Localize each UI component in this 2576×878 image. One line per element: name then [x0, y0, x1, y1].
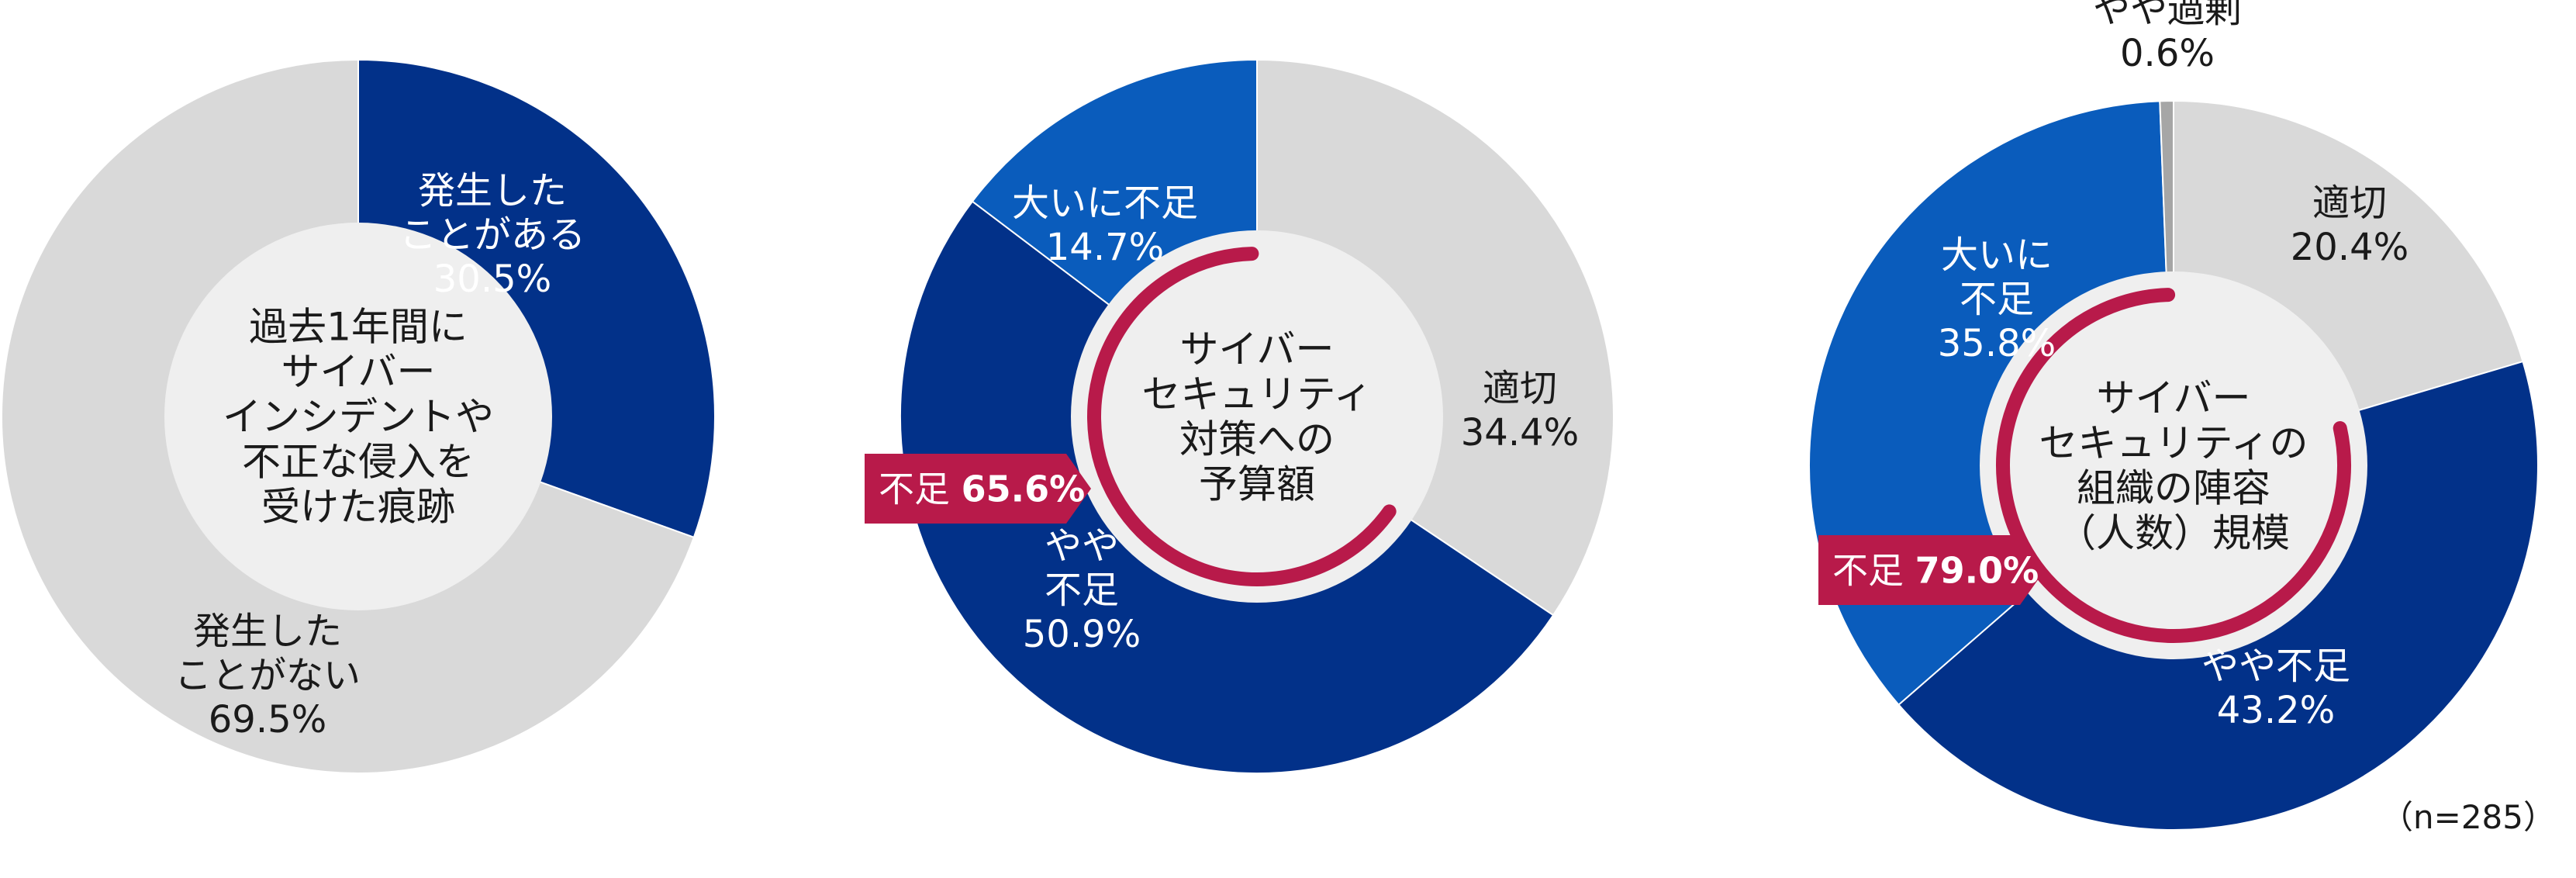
slice-label-2-2: やや不足 50.9%: [1023, 524, 1141, 656]
slice-label-1-2: 発生したことがない 69.5%: [174, 610, 361, 741]
shortage-badge-text-2: 不足 65.6%: [879, 468, 1085, 510]
donut-center-3: [1980, 271, 2367, 659]
donut-chart-3: サイバーセキュリティの組織の陣容（人数）規模 適切 20.4% やや不足 43.2% 大い…: [1808, 0, 2539, 831]
center-label-2: サイバーセキュリティ対策への予算額: [1142, 327, 1373, 507]
slice-label-3-3: 大いに不足 35.8%: [1938, 233, 2056, 365]
shortage-badge-2: 不足 65.6%: [865, 454, 1091, 524]
shortage-badge-text-3: 不足 79.0%: [1832, 550, 2039, 592]
slice-label-1-1: 発生したことがある 30.5%: [399, 169, 585, 301]
shortage-ring-3: [1996, 288, 2351, 643]
slice-label-2-3: 大いに不足 14.7%: [1012, 181, 1198, 269]
shortage-badge-shape-2: [865, 454, 1091, 524]
slice-label-3-2: やや不足 43.2%: [2201, 645, 2350, 732]
donut-center-2: [1071, 230, 1443, 603]
sample-size-footnote: （n=285）: [2381, 798, 2556, 836]
center-label-1: 過去1年間にサイバーインシデントや不正な侵入を受けた痕跡: [223, 305, 494, 530]
slice-label-3-1: 適切 20.4%: [2291, 181, 2409, 269]
donut-slice-2-1: [1256, 58, 1614, 617]
shortage-badge-3: 不足 79.0%: [1818, 535, 2045, 605]
donut-center-1: [164, 223, 552, 610]
slice-label-2-1: 適切 34.4%: [1461, 367, 1579, 455]
slice-label-3-4: やや過剰 0.6%: [2093, 0, 2242, 75]
shortage-ring-2: [1087, 247, 1397, 586]
shortage-badge-shape-3: [1818, 535, 2045, 605]
center-label-3: サイバーセキュリティの組織の陣容（人数）規模: [2039, 376, 2308, 556]
